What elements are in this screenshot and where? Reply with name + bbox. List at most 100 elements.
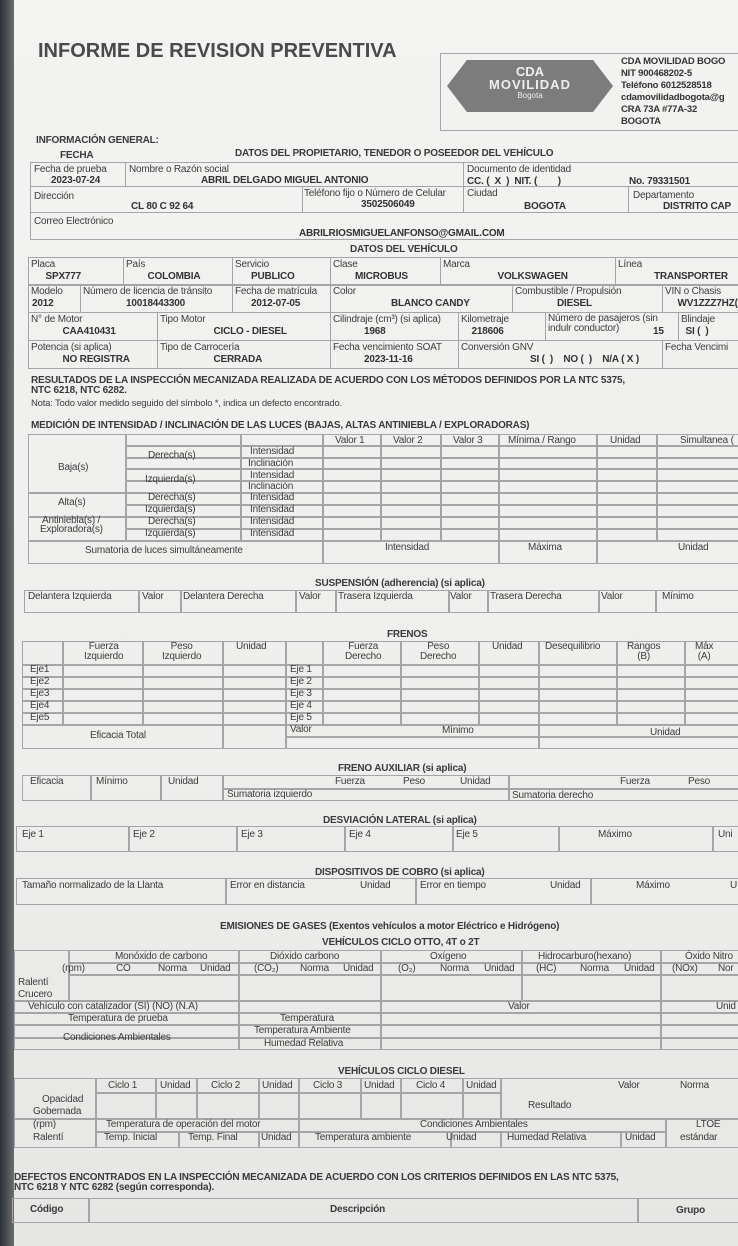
lateral-row [16,826,738,852]
lights-table [28,434,738,564]
company-box: CDA MOVILIDAD Bogota CDA MOVILIDAD BOGO NI… [440,53,738,131]
vehicle-field-value: WV1ZZZ7HZ( [677,298,738,309]
vehicle-field-value: TRANSPORTER [654,271,728,282]
grid-line [14,1012,738,1014]
brakes-heading: FRENOS [387,629,428,640]
cell-label: Izquierda(s) [145,474,196,485]
grid-line [28,540,125,542]
cell-label: Unidad [678,542,709,553]
grid-line [125,434,127,540]
cell-label: Eficacia Total [90,730,146,741]
results-heading-line1: RESULTADOS DE LA INSPECCIÓN MECANIZADA R… [31,375,625,386]
company-name: CDA MOVILIDAD BOGO [621,56,726,67]
grid-line [125,445,738,447]
vehicle-field-label: Número de pasajeros (sin indulr conducto… [548,313,658,334]
cell-label: Norma [680,1080,710,1091]
cell-label: Derecha(s) [148,450,196,461]
grid-line [240,434,242,540]
vehicle-field-value: SPX777 [45,271,82,282]
suspension-col-label: Delantera Derecha [183,591,264,602]
vehicle-field-label: Marca [443,259,470,270]
page-edge [0,0,14,1246]
cell-label: Fuerza [620,776,650,787]
cell-label: Intensidad [250,446,295,457]
vehicle-field-label: Placa [31,259,56,270]
cell-label: Inclinación [248,458,294,469]
value: CC. ( X ) NIT. ( ) [467,176,561,187]
cell-label: Humedad Relativa [507,1132,587,1143]
cell-label: Uni [718,829,733,840]
grid-line [28,516,125,518]
grid-line [240,457,322,459]
grid-line [322,434,324,540]
grid-line [462,1078,464,1118]
grid-line [14,1118,738,1120]
cell-label: Ralentí [18,977,49,988]
label: Ciudad [467,188,498,199]
grid-line [360,1078,362,1118]
lateral-heading: DESVIACIÓN LATERAL (si aplica) [323,815,477,826]
grid-line [335,590,337,613]
grid-line [665,1118,667,1148]
cell-label: Intensidad [250,492,295,503]
cell-nombre: Nombre o Razón social ABRIL DELGADO MIGUE… [125,162,464,187]
grid-line [160,775,162,801]
cell-label: Opacidad [42,1094,84,1105]
cell-label: Derecha(s) [148,492,196,503]
cell-label: Intensidad [250,516,295,527]
gas-name: Oxígeno [430,951,467,962]
cell-label: Gobernada [33,1106,82,1117]
general-heading: INFORMACIÓN GENERAL: [36,135,159,146]
vehicle-field-value: SI ( ) NO ( ) N/A ( X ) [530,354,639,365]
grid-line [125,457,738,459]
axle-label: Eje2 [30,676,50,687]
lights-col-header: Mínima / Rango [508,435,576,446]
cell-label: (rpm) [33,1119,56,1130]
vehicle-field-value: 15 [653,326,664,337]
gas-subheader: Norma [580,963,610,974]
vehicle-field-value: 1968 [364,326,386,337]
grid-line [380,434,382,540]
gas-name: Monóxido de carbono [115,951,208,962]
vehicle-field [662,340,738,369]
cell-label: Intensidad [250,504,295,515]
brakes-col-header: Unidad [492,641,523,652]
grid-line [298,1118,300,1148]
grid-line [500,1078,502,1118]
grid-line [656,434,658,540]
vehicle-field-label: Tipo Motor [160,314,206,325]
axle-label: Eje5 [30,712,50,723]
axle-label: Eje 4 [290,700,312,711]
vehicle-field-label: Número de licencia de tránsito [83,286,213,297]
aux-row [22,775,738,801]
cell-label: Condiciones Ambientales [63,1032,171,1043]
grid-line [590,878,592,905]
cell-label: Valor [618,1080,640,1091]
grid-line [238,1000,240,1050]
grid-line [558,826,560,852]
grid-line [90,775,92,801]
vehicle-field-value: 2023-11-16 [364,354,413,365]
vehicle-field-value: SI ( ) [685,326,709,337]
grid-line [14,1037,738,1039]
company-phone: Teléfono 6012528518 [621,80,712,91]
cell-direccion: Dirección CL 80 C 92 64 [30,186,303,213]
grid-line [380,1000,382,1050]
cell-label: Código [30,1204,64,1215]
grid-line [637,1198,639,1223]
value: CL 80 C 92 64 [131,201,194,212]
cell-label: Sumatoria de luces simultáneamente [85,545,243,556]
gas-subheader: Norma [440,963,470,974]
cell-label: Vehículo con catalizador (SI) (NO) (N.A) [28,1001,198,1012]
vehicle-field-value: MICROBUS [355,271,408,282]
vehicle-field-label: N° de Motor [31,314,83,325]
cell-label: Grupo [676,1205,705,1216]
company-email: cdamovilidadbogota@g [621,92,725,103]
vehicle-field-label: Línea [618,259,643,270]
diesel-grid [14,1078,738,1148]
grid-line [498,434,500,540]
cell-label: Unidad [650,727,681,738]
cell-label: Unidad [460,776,491,787]
cell-departamento: Departamento DISTRITO CAP [628,186,738,213]
grid-line [258,1131,260,1148]
